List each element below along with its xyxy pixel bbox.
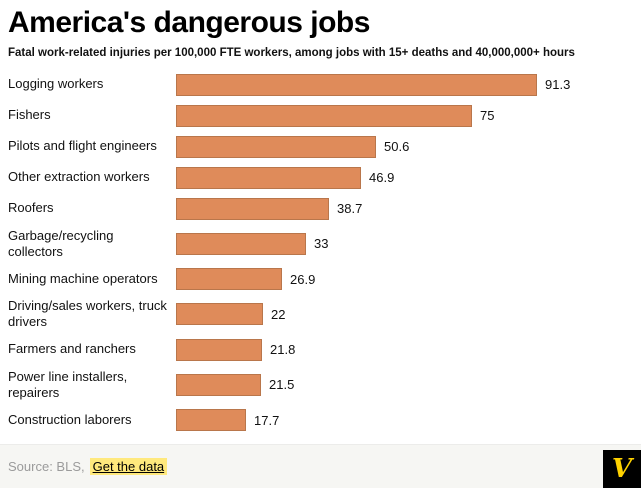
chart-row: Fishers 75 <box>8 104 641 128</box>
chart-row: Roofers 38.7 <box>8 197 641 221</box>
footer: Source: BLS, Get the data V <box>0 444 641 488</box>
chart-row: Garbage/recycling collectors 33 <box>8 228 641 261</box>
bar <box>176 135 376 158</box>
value-label: 26.9 <box>290 271 316 287</box>
value-label: 38.7 <box>337 201 363 216</box>
value-label: 46.9 <box>369 170 395 185</box>
bar <box>176 104 472 127</box>
value-label: 22 <box>271 306 286 322</box>
vox-logo: V <box>603 450 641 488</box>
chart-row: Pilots and flight engineers 50.6 <box>8 135 641 159</box>
chart-row: Power line installers, repairers 21.5 <box>8 369 641 402</box>
bar <box>176 232 306 255</box>
bar <box>176 197 329 220</box>
source-text: Source: BLS, <box>8 459 85 474</box>
category-label: Fishers <box>8 107 51 123</box>
category-label: Farmers and ranchers <box>8 341 136 357</box>
chart-row: Other extraction workers 46.9 <box>8 166 641 190</box>
chart-row: Logging workers 91.3 <box>8 73 641 97</box>
value-label: 50.6 <box>384 139 410 154</box>
chart-row: Construction laborers 17.7 <box>8 408 641 432</box>
category-label: Pilots and flight engineers <box>8 138 157 154</box>
chart-row: Mining machine operators 26.9 <box>8 267 641 291</box>
category-label: Garbage/recycling collectors <box>8 227 114 259</box>
bar <box>176 166 361 189</box>
chart-subtitle: Fatal work-related injuries per 100,000 … <box>8 46 575 59</box>
chart-title: America's dangerous jobs <box>8 6 370 39</box>
category-label: Roofers <box>8 200 54 216</box>
category-label: Power line installers, repairers <box>8 368 128 400</box>
bar <box>176 303 263 326</box>
bar <box>176 409 246 431</box>
category-label: Driving/sales workers, truck drivers <box>8 298 167 330</box>
value-label: 33 <box>314 236 329 252</box>
get-the-data-link[interactable]: Get the data <box>89 458 168 475</box>
bar <box>176 73 537 96</box>
category-label: Mining machine operators <box>8 270 158 286</box>
value-label: 17.7 <box>254 412 280 428</box>
bar <box>176 373 261 396</box>
bar-chart: Logging workers 91.3 Fishers 75 Pilots and f… <box>0 73 641 433</box>
value-label: 21.5 <box>269 377 295 393</box>
chart-row: Driving/sales workers, truck drivers 22 <box>8 298 641 331</box>
category-label: Construction laborers <box>8 411 132 427</box>
chart-row: Farmers and ranchers 21.8 <box>8 338 641 362</box>
value-label: 21.8 <box>270 342 296 357</box>
bar <box>176 338 262 361</box>
bar <box>176 268 282 290</box>
value-label: 75 <box>480 108 495 123</box>
category-label: Logging workers <box>8 76 104 92</box>
vox-logo-letter: V <box>611 454 633 484</box>
value-label: 91.3 <box>545 77 571 92</box>
category-label: Other extraction workers <box>8 169 150 185</box>
